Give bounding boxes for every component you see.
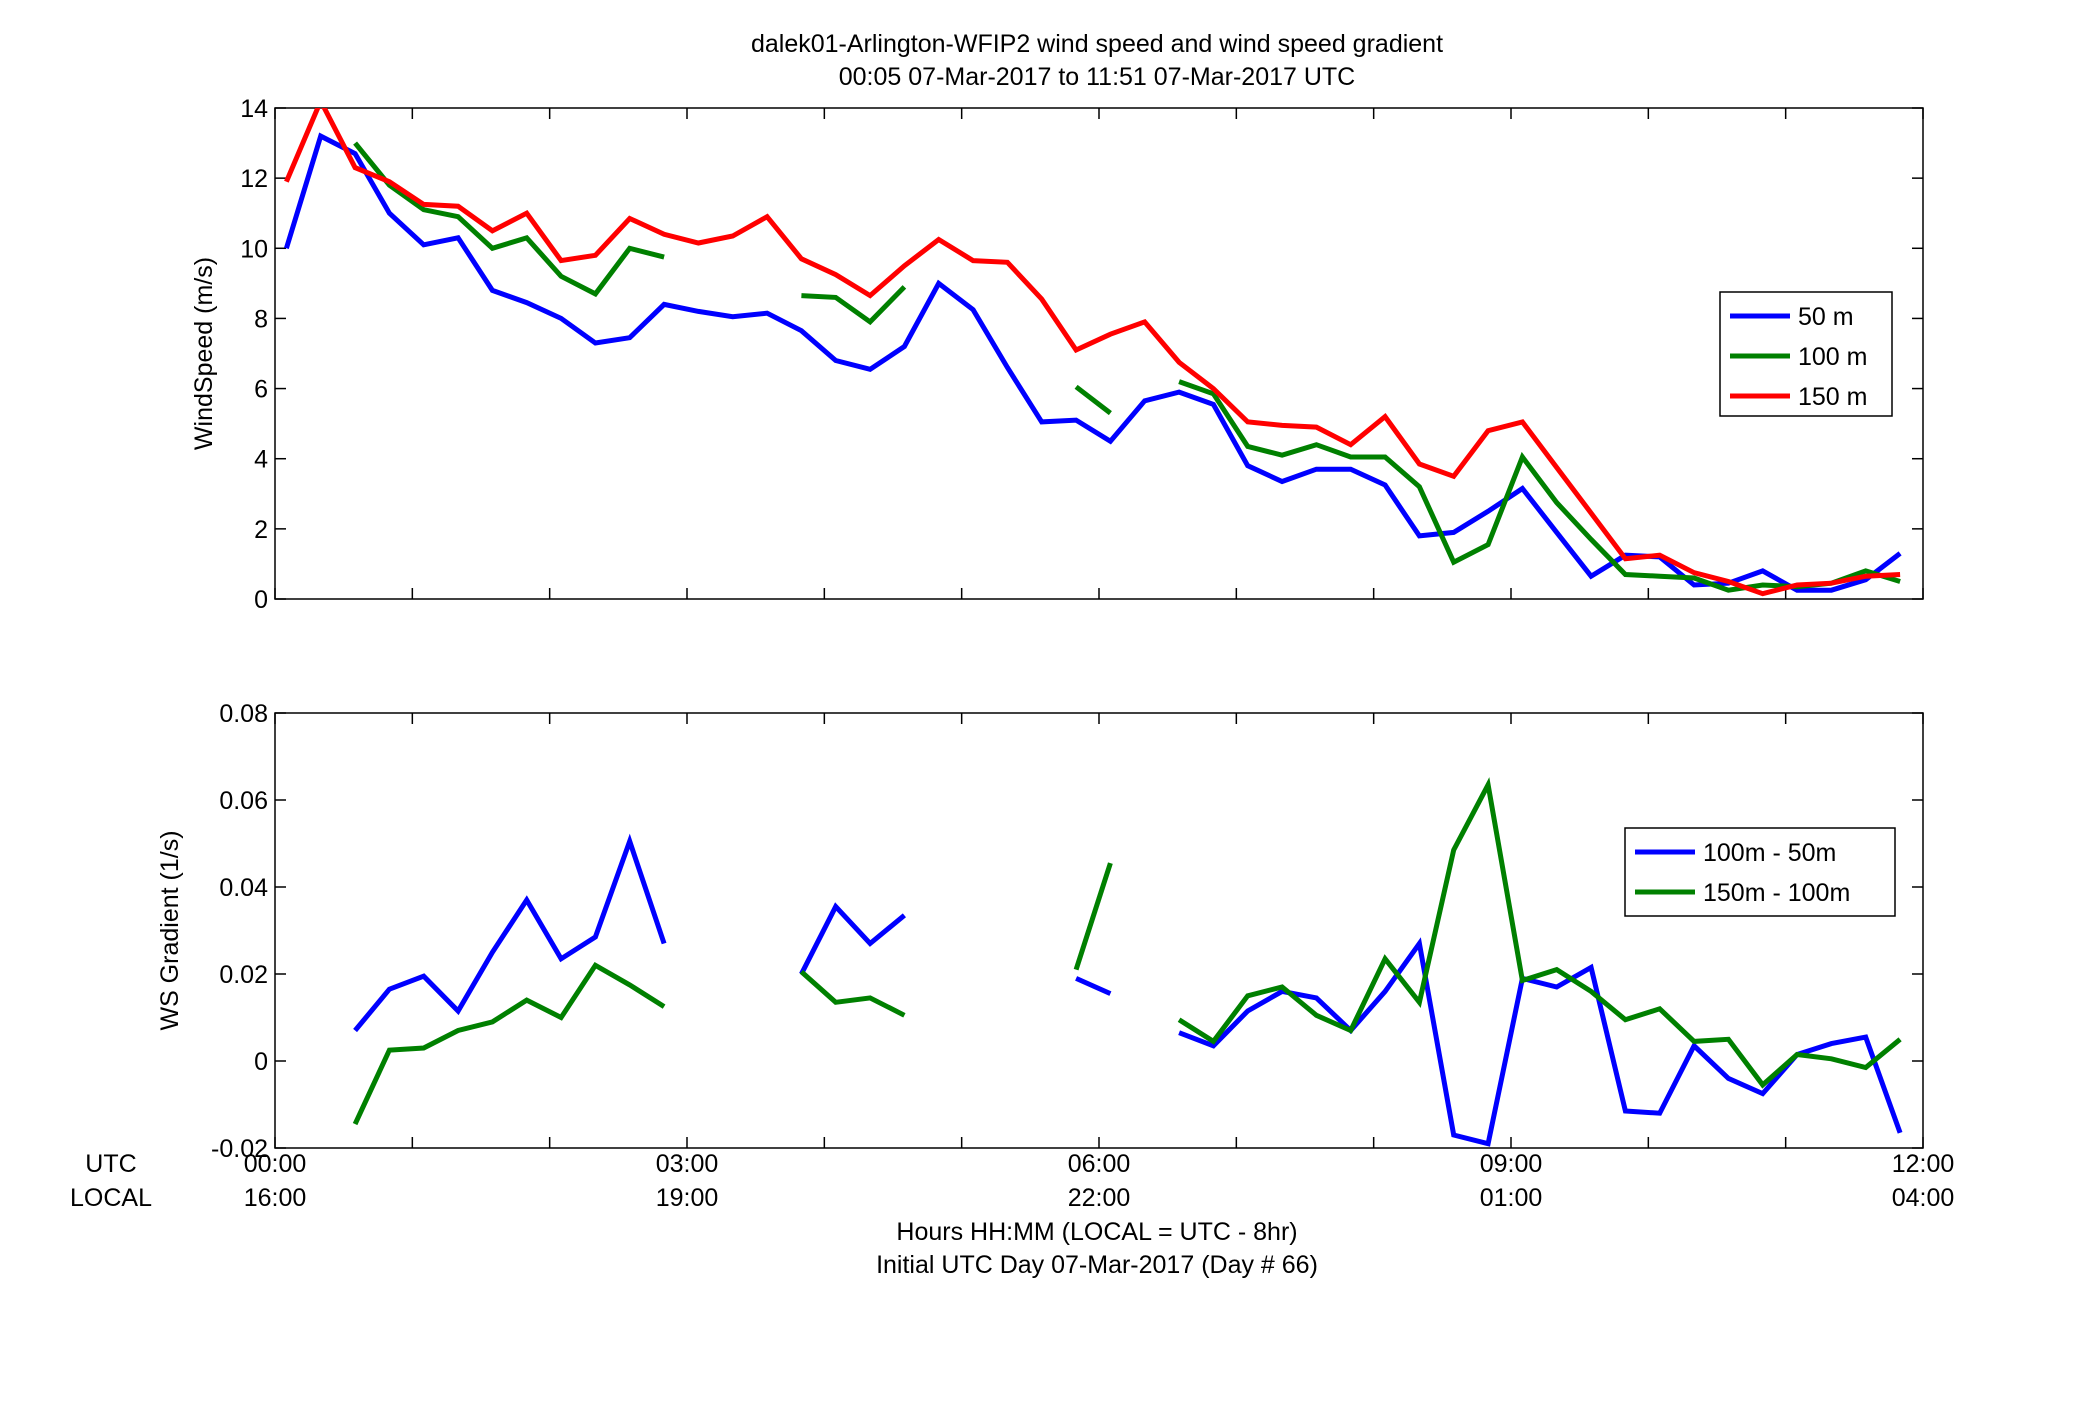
y-tick-label: 2	[254, 516, 268, 544]
legend-label: 150 m	[1798, 383, 1867, 411]
x-tick-label-local: 16:00	[244, 1184, 307, 1212]
y-tick-label: 12	[240, 165, 268, 193]
series-line	[1178, 937, 1903, 1147]
x-axis-label-line1: Hours HH:MM (LOCAL = UTC - 8hr)	[896, 1218, 1297, 1246]
local-row-label: LOCAL	[70, 1184, 152, 1212]
x-tick-label-utc: 03:00	[656, 1150, 719, 1178]
series-line	[801, 285, 907, 326]
series-line	[284, 132, 1902, 593]
series-line	[353, 833, 667, 1033]
series-line	[1075, 976, 1112, 996]
y-tick-label: 0.02	[219, 961, 268, 989]
x-tick-label-utc: 12:00	[1892, 1150, 1955, 1178]
series-100m-50m	[353, 833, 1903, 1147]
y-tick-label: 4	[254, 446, 268, 474]
y-tick-label: 10	[240, 235, 268, 263]
series-line	[1074, 384, 1112, 416]
x-tick-label-utc: 06:00	[1068, 1150, 1131, 1178]
chart-title-line2: 00:05 07-Mar-2017 to 11:51 07-Mar-2017 U…	[839, 63, 1355, 91]
utc-row-label: UTC	[85, 1150, 136, 1178]
windspeed-panel: 0 2 4 6 8 10 12 14 WindSpeed (m/s) 50 m 100 m 150 m	[190, 95, 1924, 614]
series-line	[799, 969, 906, 1018]
chart-title-line1: dalek01-Arlington-WFIP2 wind speed and w…	[751, 30, 1443, 58]
y-axis-label: WindSpeed (m/s)	[190, 257, 218, 450]
series-150-m	[284, 108, 1901, 597]
legend: 100m - 50m 150m - 100m	[1624, 827, 1896, 917]
x-axis-label-line2: Initial UTC Day 07-Mar-2017 (Day # 66)	[876, 1251, 1318, 1279]
legend-label: 100m - 50m	[1703, 839, 1836, 867]
series-line	[799, 902, 906, 976]
y-tick-label: 14	[240, 95, 268, 123]
x-tick-label-utc: 00:00	[244, 1150, 307, 1178]
x-tick-label-local: 19:00	[656, 1184, 719, 1212]
series-150m-100m	[352, 777, 1902, 1126]
y-tick-label: 0.06	[219, 787, 268, 815]
y-tick-label: -0.02	[211, 1135, 268, 1163]
series-line	[353, 141, 665, 298]
y-tick-label: 0	[254, 586, 268, 614]
legend-label: 100 m	[1798, 343, 1867, 371]
series-100-m	[353, 141, 1901, 593]
x-tick-labels: 00:00 16:00 03:00 19:00 06:00 22:00 09:00 01:00…	[244, 1150, 1955, 1212]
y-tick-label: 0.08	[219, 700, 268, 728]
y-tick-label: 0	[254, 1048, 268, 1076]
series-line	[1073, 862, 1113, 971]
y-axis-label: WS Gradient (1/s)	[156, 830, 184, 1030]
series-line	[1177, 777, 1902, 1089]
series-line	[284, 108, 1901, 597]
y-tick-label: 0.04	[219, 874, 268, 902]
y-tick-label: 8	[254, 305, 268, 333]
legend-label: 150m - 100m	[1703, 879, 1850, 907]
x-tick-label-local: 22:00	[1068, 1184, 1131, 1212]
legend-label: 50 m	[1798, 303, 1854, 331]
x-tick-label-utc: 09:00	[1480, 1150, 1543, 1178]
x-tick-label-local: 04:00	[1892, 1184, 1955, 1212]
y-tick-label: 6	[254, 376, 268, 404]
series-line	[1178, 379, 1901, 593]
series-50-m	[284, 132, 1902, 593]
x-tick-label-local: 01:00	[1480, 1184, 1543, 1212]
legend: 50 m 100 m 150 m	[1719, 291, 1893, 417]
gradient-panel: -0.02 0 0.02 0.04 0.06 0.08 WS Gradient (1/s) 1…	[156, 700, 1924, 1163]
series-line	[352, 961, 666, 1126]
legend-box	[1624, 827, 1896, 917]
